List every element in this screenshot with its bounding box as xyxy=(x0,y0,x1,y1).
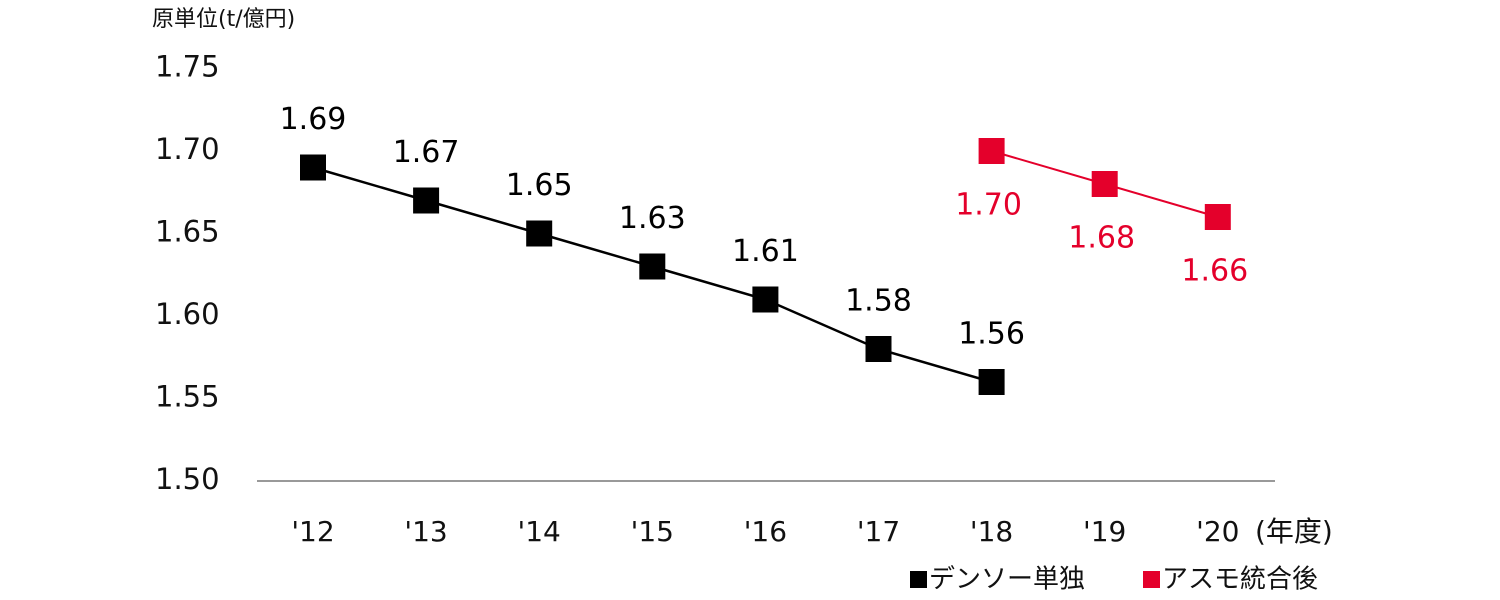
y-tick-label: 1.65 xyxy=(155,215,220,249)
legend-swatch xyxy=(1143,571,1160,588)
marker xyxy=(978,138,1005,164)
marker xyxy=(752,286,779,313)
data-label: 1.56 xyxy=(958,317,1025,352)
marker xyxy=(413,187,440,214)
legend-label: アスモ統合後 xyxy=(1162,565,1318,595)
x-tick-label: '12 xyxy=(291,515,334,548)
x-tick-label: '20 xyxy=(1196,515,1239,548)
x-tick-label: '17 xyxy=(857,515,900,548)
marker xyxy=(1091,171,1118,197)
y-tick-label: 1.60 xyxy=(155,297,220,331)
marker xyxy=(526,220,553,247)
x-tick-label: '15 xyxy=(631,515,674,548)
y-tick-label: 1.75 xyxy=(155,50,220,84)
marker xyxy=(639,253,666,280)
y-tick-label: 1.55 xyxy=(155,380,220,414)
data-label: 1.69 xyxy=(280,102,347,137)
data-label: 1.68 xyxy=(1068,221,1135,256)
x-tick-label: '13 xyxy=(404,515,447,548)
data-label: 1.67 xyxy=(393,135,460,170)
x-tick-label: '18 xyxy=(970,515,1013,548)
data-label: 1.61 xyxy=(732,234,799,269)
legend-label: デンソー単独 xyxy=(929,565,1085,595)
x-tick-label: '16 xyxy=(744,515,787,548)
legend-swatch xyxy=(910,571,927,588)
marker xyxy=(865,336,892,362)
x-axis-label: (年度) xyxy=(1255,515,1333,548)
marker xyxy=(978,369,1005,395)
data-label: 1.63 xyxy=(619,201,686,236)
marker xyxy=(1204,204,1231,230)
marker xyxy=(300,154,326,181)
x-tick-label: '14 xyxy=(518,515,561,548)
x-tick-label: '19 xyxy=(1083,515,1126,548)
data-label: 1.65 xyxy=(506,168,573,203)
y-tick-label: 1.50 xyxy=(155,462,220,496)
data-label: 1.66 xyxy=(1181,254,1248,289)
y-axis-label: 原単位(t/億円) xyxy=(152,7,295,32)
data-label: 1.58 xyxy=(845,284,912,319)
data-label: 1.70 xyxy=(955,188,1022,223)
y-tick-label: 1.70 xyxy=(155,132,220,166)
